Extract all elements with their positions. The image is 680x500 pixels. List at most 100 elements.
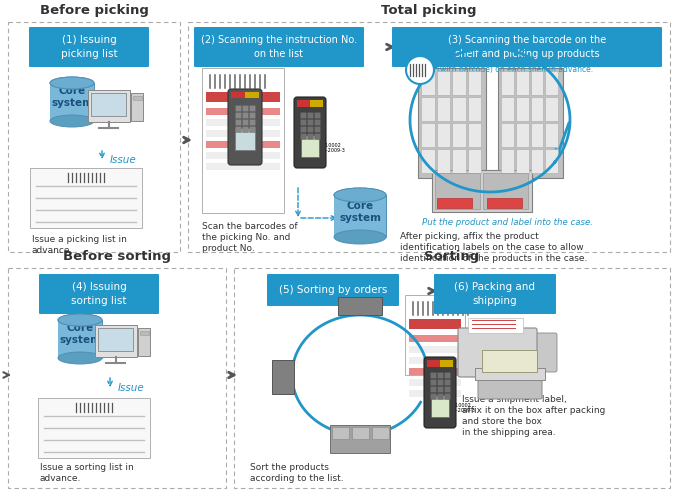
FancyBboxPatch shape (314, 126, 320, 132)
FancyBboxPatch shape (250, 120, 256, 126)
FancyBboxPatch shape (243, 106, 248, 112)
Bar (310, 100, 323, 107)
FancyBboxPatch shape (434, 274, 556, 314)
Text: Core
system: Core system (59, 323, 101, 345)
Text: Put the product and label into the case.: Put the product and label into the case. (422, 218, 593, 227)
Bar (545, 149, 558, 173)
Bar (431, 395, 449, 417)
Circle shape (406, 56, 434, 84)
Bar (409, 357, 461, 364)
FancyBboxPatch shape (235, 106, 241, 112)
Bar (498, 68, 563, 178)
Bar (409, 346, 461, 353)
Text: Prepare product identification labels: Prepare product identification labels (437, 57, 577, 66)
Bar (188, 22, 670, 252)
Text: in the shipping area.: in the shipping area. (462, 428, 556, 437)
Bar (352, 427, 369, 439)
Bar (405, 295, 465, 375)
FancyBboxPatch shape (513, 333, 557, 372)
FancyBboxPatch shape (437, 372, 443, 378)
FancyBboxPatch shape (307, 134, 313, 140)
Bar (95, 325, 137, 357)
Text: affix it on the box after packing: affix it on the box after packing (462, 406, 605, 415)
FancyBboxPatch shape (194, 27, 364, 67)
FancyBboxPatch shape (235, 126, 241, 132)
Bar (427, 360, 440, 367)
Bar (334, 195, 386, 237)
FancyBboxPatch shape (430, 372, 437, 378)
Ellipse shape (334, 230, 386, 244)
Bar (206, 152, 280, 159)
Bar (452, 123, 466, 147)
Bar (435, 173, 480, 209)
Ellipse shape (50, 115, 94, 127)
Bar (372, 427, 389, 439)
Ellipse shape (50, 77, 94, 89)
Bar (234, 268, 670, 488)
Text: Core
system: Core system (339, 201, 381, 223)
Ellipse shape (334, 188, 386, 202)
Bar (330, 425, 390, 453)
Text: Scan the barcodes of: Scan the barcodes of (202, 222, 298, 231)
FancyBboxPatch shape (478, 373, 542, 399)
Text: Issue: Issue (118, 383, 145, 393)
FancyBboxPatch shape (301, 112, 307, 118)
FancyBboxPatch shape (437, 386, 443, 392)
FancyBboxPatch shape (243, 126, 248, 132)
Bar (468, 71, 481, 95)
Text: Before picking: Before picking (39, 4, 148, 17)
FancyBboxPatch shape (430, 380, 437, 386)
FancyBboxPatch shape (250, 112, 256, 118)
FancyBboxPatch shape (29, 27, 149, 67)
Bar (206, 130, 280, 137)
FancyBboxPatch shape (314, 112, 320, 118)
Text: Sort the products: Sort the products (250, 463, 329, 472)
Text: Issue a picking list in: Issue a picking list in (32, 235, 127, 244)
Bar (515, 71, 528, 95)
Bar (515, 97, 528, 121)
Text: Picking: Picking (433, 397, 452, 402)
Text: (6) Packing and
shipping: (6) Packing and shipping (454, 282, 536, 306)
Bar (437, 71, 450, 95)
Bar (409, 335, 461, 342)
Bar (482, 350, 537, 372)
Bar (50, 83, 94, 121)
Bar (421, 149, 435, 173)
Text: (2) Scanning the instruction No.
on the list: (2) Scanning the instruction No. on the … (201, 36, 357, 59)
FancyBboxPatch shape (392, 27, 662, 67)
Text: identification labels on the case to allow: identification labels on the case to all… (400, 243, 583, 252)
Bar (38, 398, 150, 458)
Bar (206, 108, 280, 115)
Bar (475, 368, 545, 380)
Bar (131, 93, 143, 121)
Bar (418, 68, 486, 178)
Bar (515, 123, 528, 147)
Bar (545, 71, 558, 95)
Bar (468, 97, 481, 121)
Text: Core
system: Core system (51, 86, 93, 108)
Bar (409, 319, 461, 329)
FancyBboxPatch shape (307, 120, 313, 126)
Bar (501, 123, 514, 147)
FancyBboxPatch shape (445, 380, 450, 386)
Bar (50, 83, 94, 121)
Ellipse shape (58, 314, 102, 326)
Bar (468, 123, 481, 147)
Bar (501, 97, 514, 121)
FancyBboxPatch shape (437, 394, 443, 400)
FancyBboxPatch shape (235, 112, 241, 118)
Text: Itm No: R-2009-3: Itm No: R-2009-3 (303, 148, 345, 153)
Bar (58, 320, 102, 358)
Bar (91, 93, 126, 116)
Bar (530, 97, 543, 121)
Text: product No.: product No. (202, 244, 255, 253)
Bar (501, 71, 514, 95)
Text: Itm No: R-2009-3: Itm No: R-2009-3 (433, 408, 475, 413)
FancyBboxPatch shape (424, 357, 456, 428)
FancyBboxPatch shape (314, 120, 320, 126)
Bar (272, 360, 294, 394)
Bar (297, 100, 310, 107)
Ellipse shape (50, 77, 94, 89)
FancyBboxPatch shape (314, 134, 320, 140)
Bar (515, 149, 528, 173)
